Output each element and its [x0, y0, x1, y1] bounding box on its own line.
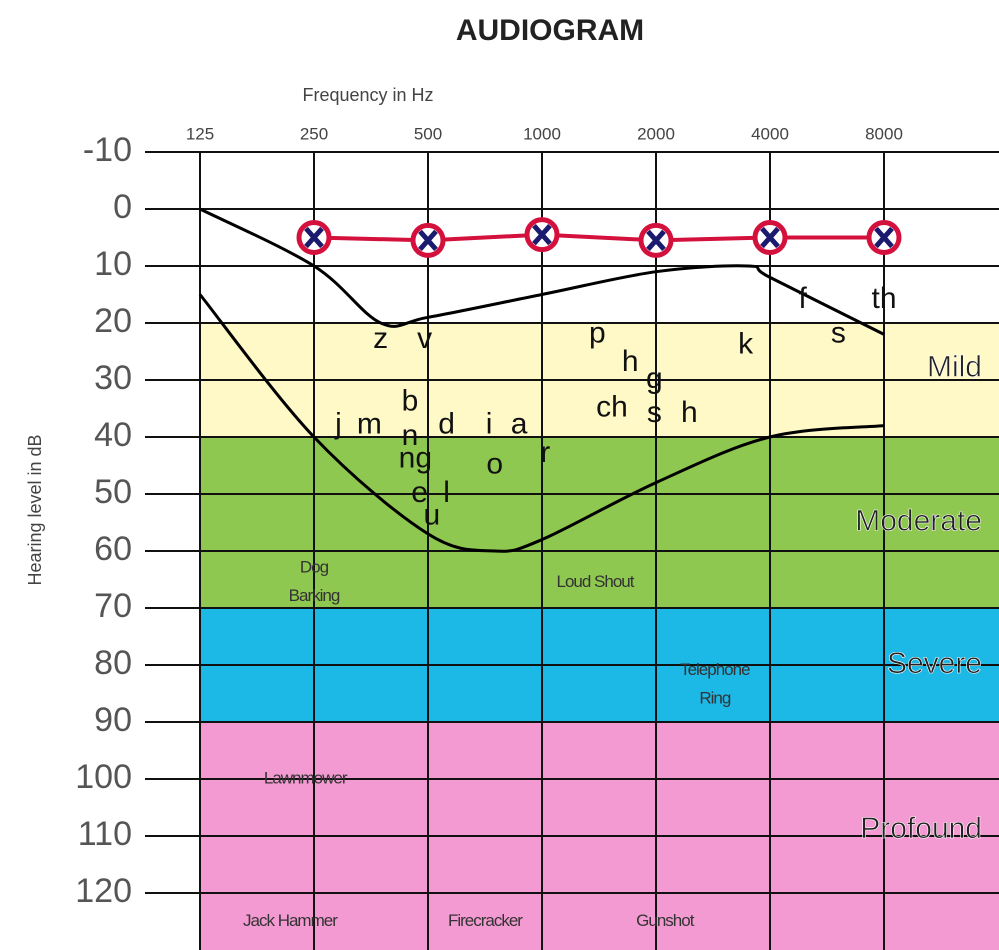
y-tick-label: 50 [94, 473, 132, 511]
sound-label: Barking [289, 586, 340, 605]
sound-label: Firecracker [448, 911, 523, 930]
y-tick-label: 80 [94, 644, 132, 682]
phoneme: s [647, 396, 662, 429]
sound-label: Loud Shout [556, 572, 634, 591]
x-tick-label: 2000 [637, 124, 675, 143]
band-label: Profound [860, 812, 982, 845]
x-tick-label: 125 [186, 124, 214, 143]
phoneme: n [402, 419, 419, 452]
phoneme: e [411, 476, 428, 509]
phoneme: th [871, 282, 896, 315]
y-tick-label: 10 [94, 245, 132, 283]
y-tick-label: 100 [75, 758, 132, 796]
y-tick-label: 30 [94, 359, 132, 397]
phoneme: i [486, 408, 493, 441]
phoneme: z [373, 322, 388, 355]
y-tick-label: 90 [94, 701, 132, 739]
y-tick-label: 40 [94, 416, 132, 454]
sound-label: Gunshot [636, 911, 695, 930]
phoneme: v [417, 322, 432, 355]
phoneme: h [622, 345, 639, 378]
phoneme: ch [596, 390, 628, 423]
phoneme: a [511, 408, 528, 441]
y-tick-label: 110 [78, 815, 132, 853]
y-tick-label: 60 [94, 530, 132, 568]
band-label: Mild [927, 351, 982, 384]
speech-curve [198, 293, 885, 553]
phoneme: s [831, 316, 846, 349]
y-tick-label: 0 [113, 188, 132, 226]
sound-label: Ring [699, 689, 731, 708]
phoneme: g [646, 362, 663, 395]
band-label: Moderate [855, 504, 982, 537]
y-tick-label: 120 [75, 872, 132, 910]
x-tick-label: 1000 [523, 124, 561, 143]
phoneme: d [438, 408, 455, 441]
phoneme: ng [399, 442, 432, 475]
y-axis-label: Hearing level in dB [25, 434, 45, 585]
y-tick-label: -10 [83, 131, 132, 169]
threshold-x [646, 229, 666, 252]
phoneme: p [589, 316, 606, 349]
phoneme: m [357, 408, 382, 441]
sound-label: Telephone [680, 660, 750, 679]
phoneme: f [799, 282, 808, 315]
threshold-x [760, 226, 780, 249]
sound-label: Jack Hammer [243, 911, 338, 930]
chart-title: AUDIOGRAM [456, 14, 644, 47]
threshold-x [532, 223, 552, 246]
phoneme: l [443, 476, 450, 509]
phoneme: b [402, 385, 419, 418]
sound-label: Dog [300, 558, 329, 577]
threshold-line [313, 232, 884, 243]
x-tick-label: 500 [414, 124, 442, 143]
phoneme: o [486, 447, 503, 480]
speech-curve [199, 207, 885, 336]
x-tick-label: 4000 [751, 124, 789, 143]
phoneme: h [681, 396, 698, 429]
threshold-x [874, 226, 894, 249]
sound-label: Lawnmower [264, 768, 348, 787]
x-axis-label: Frequency in Hz [302, 85, 433, 105]
threshold-x [304, 226, 324, 249]
y-tick-label: 20 [94, 302, 132, 340]
band-label: Severe [887, 647, 982, 680]
band [200, 437, 999, 608]
phoneme: j [334, 408, 342, 441]
x-tick-label: 250 [300, 124, 328, 143]
y-tick-label: 70 [94, 587, 132, 625]
x-tick-label: 8000 [865, 124, 903, 143]
phoneme: u [424, 499, 441, 532]
phoneme: k [738, 328, 754, 361]
phoneme: r [540, 436, 550, 469]
threshold-x [418, 229, 438, 252]
